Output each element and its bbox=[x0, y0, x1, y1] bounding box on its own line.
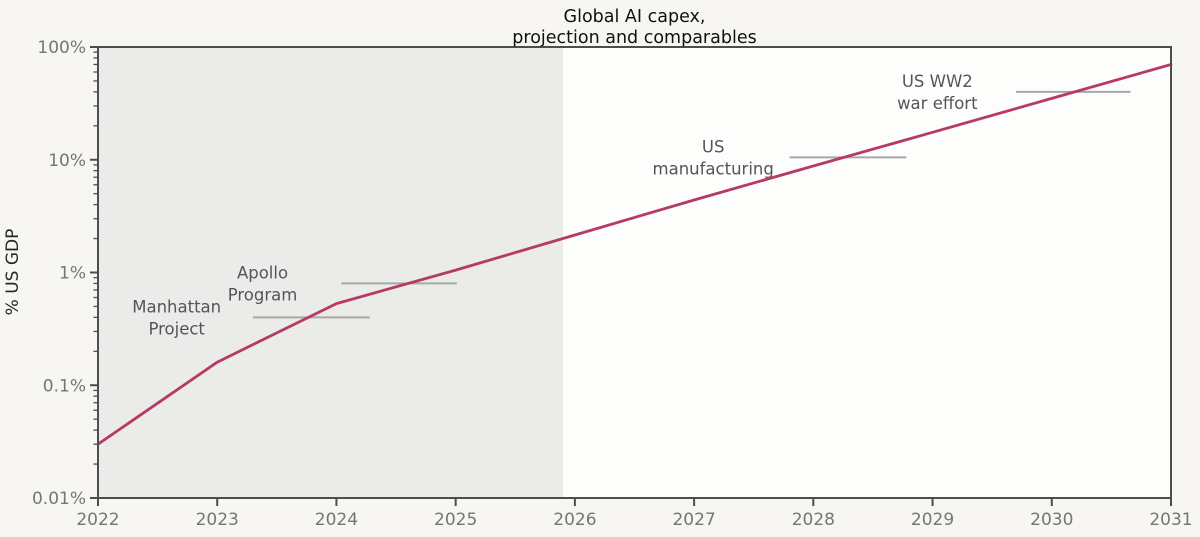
y-tick-label-10%: 10% bbox=[48, 151, 86, 171]
x-ticks-layer: 2022 2023 2024 2025 2026 2027 2028 2029 2030 2031 bbox=[76, 498, 1193, 530]
apollo-program-label-line1: Apollo bbox=[237, 263, 288, 282]
us-ww2-war-effort-label-line1: US WW2 bbox=[902, 72, 973, 91]
y-ticks-layer: 100% 10% 1% 0.1% 0.01% bbox=[32, 38, 98, 509]
x-tick-label-2028: 2028 bbox=[792, 510, 835, 530]
y-tick-label-0.1%: 0.1% bbox=[43, 376, 86, 396]
x-tick-label-2022: 2022 bbox=[76, 510, 119, 530]
ai-capex-series-line bbox=[96, 63, 1173, 446]
series-layer bbox=[96, 63, 1173, 446]
y-axis-label: % US GDP bbox=[3, 229, 23, 316]
y-tick-label-0.01%: 0.01% bbox=[32, 489, 86, 509]
x-tick-label-2029: 2029 bbox=[911, 510, 954, 530]
y-tick-label-100%: 100% bbox=[37, 38, 86, 58]
x-tick-label-2030: 2030 bbox=[1030, 510, 1073, 530]
apollo-program-label-line2: Program bbox=[228, 285, 298, 304]
x-tick-label-2023: 2023 bbox=[196, 510, 239, 530]
x-tick-label-2027: 2027 bbox=[672, 510, 715, 530]
shaded-region bbox=[98, 47, 563, 498]
shaded-region-layer bbox=[98, 47, 563, 498]
x-tick-label-2025: 2025 bbox=[434, 510, 477, 530]
x-tick-label-2031: 2031 bbox=[1149, 510, 1192, 530]
us-manufacturing-label-line1: US bbox=[702, 137, 725, 156]
annotation-labels-layer: Manhattan Project Apollo Program US manufactu… bbox=[132, 72, 978, 339]
us-ww2-war-effort-label-line2: war effort bbox=[897, 94, 978, 113]
y-tick-label-1%: 1% bbox=[59, 264, 86, 284]
manhattan-project-label-line1: Manhattan bbox=[132, 297, 221, 316]
x-tick-label-2026: 2026 bbox=[553, 510, 596, 530]
chart-title-line2: projection and comparables bbox=[512, 28, 756, 48]
chart-title-line1: Global AI capex, bbox=[564, 7, 706, 27]
x-tick-label-2024: 2024 bbox=[315, 510, 358, 530]
manhattan-project-label-line2: Project bbox=[148, 319, 205, 338]
us-manufacturing-label-line2: manufacturing bbox=[653, 159, 774, 178]
